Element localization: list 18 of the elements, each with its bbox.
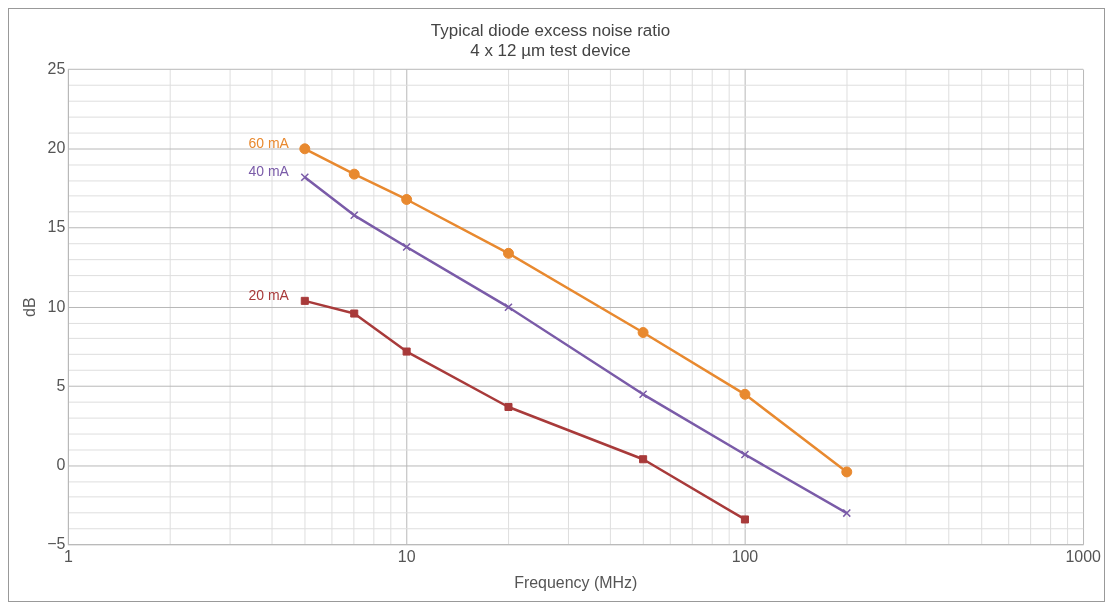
x-tick-label: 1	[63, 547, 73, 565]
x-tick-label: 1000	[1065, 547, 1102, 565]
y-tick-label: 20	[47, 139, 66, 157]
x-axis-title: Frequency (MHz)	[514, 573, 638, 591]
y-tick-label: 10	[47, 297, 66, 315]
chart-subtitle: 4 x 12 µm test device	[470, 41, 631, 61]
y-tick-label: 0	[56, 455, 66, 473]
series-label: 40 mA	[248, 163, 290, 180]
x-tick-label: 100	[731, 547, 759, 565]
y-tick-label: 15	[47, 218, 66, 236]
series-label: 60 mA	[248, 134, 290, 151]
x-tick-label: 10	[397, 547, 416, 565]
y-axis-title: dB	[20, 297, 38, 317]
y-tick-label: −5	[47, 535, 66, 553]
y-tick-label: 25	[47, 60, 66, 77]
y-tick-label: 5	[56, 376, 66, 394]
chart-title: Typical diode excess noise ratio	[430, 20, 671, 40]
series-label: 20 mA	[248, 286, 290, 303]
